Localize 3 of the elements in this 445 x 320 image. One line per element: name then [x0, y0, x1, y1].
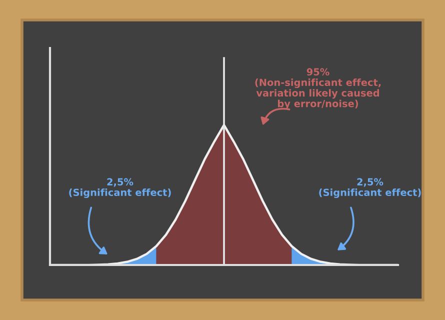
text: 95% (Non-significant effect, variation likely caused by error/noise): [255, 68, 381, 110]
annotation: 2,5% (Significant effect): [319, 178, 421, 198]
annotation: 2,5% (Significant effect): [69, 178, 171, 198]
